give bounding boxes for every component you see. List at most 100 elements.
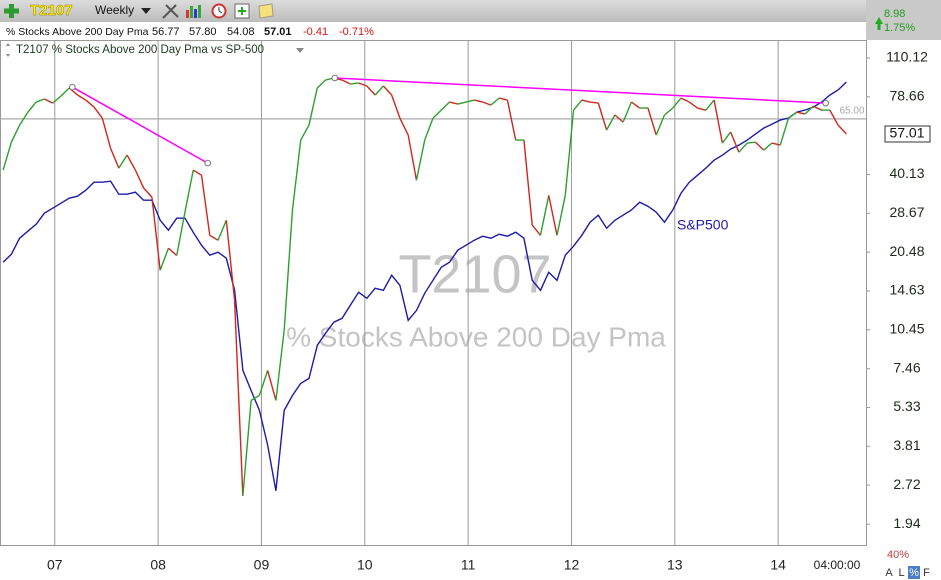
plot: T2107 % Stocks Above 200 Day Pma — [0, 40, 866, 545]
trendline — [71, 86, 209, 164]
x-tick-label: 12 — [564, 557, 580, 573]
change: 8.98 — [884, 8, 905, 20]
t2107-segment — [291, 139, 302, 211]
y-tick-label: 7.46 — [893, 359, 920, 375]
t2107-segment — [680, 97, 690, 103]
y-tick-label: 20.48 — [889, 243, 924, 259]
t2107-segment — [316, 79, 327, 89]
legend-dropdown[interactable] — [296, 48, 304, 53]
t2107-segment — [10, 124, 21, 143]
t2107-segment — [60, 87, 70, 97]
t2107-segment — [374, 85, 384, 96]
t2107-segment — [432, 109, 442, 119]
y-tick-label: 3.81 — [893, 437, 920, 453]
t2107-segment — [126, 154, 136, 171]
t2107-segment — [167, 247, 178, 257]
toolbar — [0, 0, 941, 22]
watermark-name: % Stocks Above 200 Day Pma — [286, 321, 666, 352]
t2107-segment — [672, 97, 682, 109]
t2107-segment — [407, 134, 418, 181]
t2107-segment — [242, 400, 252, 496]
y-tick-label: 78.66 — [889, 88, 924, 104]
t2107-segment — [159, 247, 170, 271]
period-select[interactable]: Weekly — [95, 3, 134, 17]
t2107-segment — [151, 197, 161, 271]
t2107-segment — [283, 209, 294, 331]
t2107-segment — [93, 106, 103, 119]
quote-high: 57.80 — [189, 26, 217, 38]
x-tick-label: 07 — [47, 557, 63, 573]
t2107-segment — [440, 101, 451, 111]
t2107-segment — [184, 169, 194, 213]
y-tick-label: 14.63 — [889, 282, 924, 298]
t2107-segment — [506, 99, 517, 141]
t2107-segment — [250, 394, 260, 401]
t2107-segment — [664, 107, 674, 116]
t2107-segment — [614, 114, 624, 123]
t2107-segment — [200, 175, 211, 236]
tool-icons[interactable] — [162, 3, 274, 19]
y-tick-label: 10.45 — [889, 321, 924, 337]
t2107-segment — [399, 117, 409, 136]
t2107-segment — [747, 141, 756, 144]
t2107-segment — [341, 79, 351, 85]
symbol[interactable]: T2107 — [30, 2, 73, 19]
t2107-segment — [457, 101, 467, 105]
t2107-segment — [829, 109, 839, 126]
legend-icon[interactable] — [6, 43, 10, 57]
y-tick-label: 40.13 — [889, 165, 924, 181]
scale-button[interactable]: L — [898, 567, 904, 579]
x-tick-label: 13 — [667, 557, 683, 573]
y-tick-label: 28.67 — [889, 204, 924, 220]
t2107-segment — [573, 99, 583, 111]
t2107-segment — [606, 114, 616, 131]
t2107-segment — [531, 224, 542, 236]
t2107-segment — [308, 87, 318, 126]
trendline-handle — [822, 99, 829, 107]
t2107-segment — [109, 147, 120, 169]
scale-button-bg[interactable] — [908, 566, 920, 579]
t2107-segment — [581, 99, 591, 103]
t2107-segment — [85, 99, 95, 108]
x-tick-label: 11 — [461, 557, 476, 573]
t2107-segment — [622, 101, 633, 123]
t2107-segment — [548, 195, 558, 236]
dropdown-arrow[interactable] — [141, 8, 151, 14]
t2107-segment — [300, 124, 310, 141]
trendline-handle — [69, 83, 76, 91]
t2107-segment — [266, 370, 277, 401]
trendline-handle — [204, 159, 212, 167]
y-tick-label: 1.94 — [893, 515, 920, 531]
t2107-segment — [2, 141, 13, 171]
scale-button[interactable]: % — [909, 567, 919, 579]
time-label: 04:00:00 — [814, 558, 861, 572]
t2107-segment — [118, 154, 128, 169]
quote-name: % Stocks Above 200 Day Pma — [6, 26, 149, 38]
t2107-segment — [490, 97, 500, 106]
t2107-segment — [655, 114, 666, 136]
quote-change-pct: -0.71% — [339, 26, 374, 38]
t2107-segment — [796, 111, 806, 115]
t2107-segment — [233, 300, 244, 496]
zoom-label: 40% — [887, 549, 909, 561]
t2107-segment — [763, 142, 773, 151]
t2107-segment — [597, 102, 608, 131]
t2107-segment — [812, 105, 822, 111]
watermark-symbol: T2107 — [398, 244, 551, 304]
scale-button[interactable]: A — [885, 567, 893, 579]
t2107-segment — [449, 101, 458, 105]
t2107-segment — [258, 370, 269, 396]
t2107-segment — [209, 234, 219, 241]
t2107-segment — [705, 99, 715, 111]
trendline — [334, 77, 826, 104]
add-icon[interactable] — [4, 4, 19, 18]
trendline-handle — [331, 74, 339, 82]
quote-open: 56.77 — [152, 26, 180, 38]
quote-low: 54.08 — [227, 26, 255, 38]
t2107-segment — [358, 82, 368, 87]
t2107-segment — [134, 169, 145, 189]
scale-button[interactable]: F — [923, 567, 930, 579]
t2107-segment — [366, 85, 376, 96]
quote-close: 57.01 — [264, 26, 292, 38]
